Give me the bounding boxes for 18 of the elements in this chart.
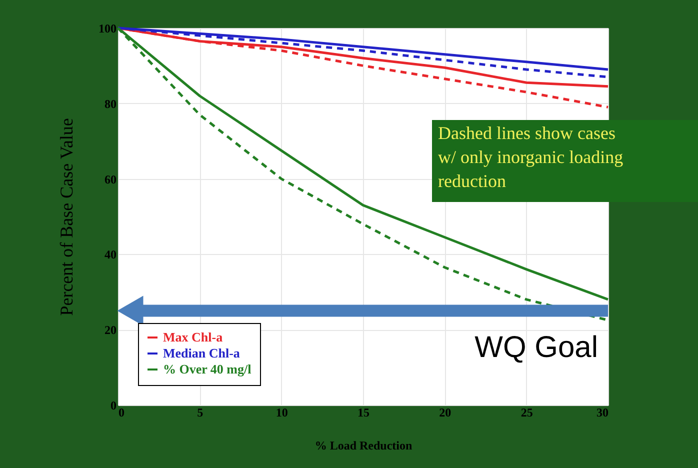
y-tick-label: 60 [104,172,116,186]
x-axis-title: % Load Reduction [314,438,412,452]
x-tick-label: 20 [439,406,452,420]
x-tick-label: 15 [358,406,370,420]
ref-line-label: WQ Goal [474,330,598,364]
y-tick-label: 40 [104,248,116,262]
y-tick-label: 100 [98,22,116,36]
x-tick-label: 10 [276,406,288,420]
legend-label: Median Chl-a [163,346,240,360]
legend-label: % Over 40 mg/l [163,362,252,376]
annotation: Dashed lines show cases w/ only inorganic loading reduction [438,123,624,191]
legend-label: Max Chl-a [163,330,224,344]
y-axis-title: Percent of Base Case Value [56,118,76,316]
y-tick-label: 20 [104,323,116,338]
x-tick-label: 30 [596,406,608,420]
x-tick-label: 25 [520,406,533,420]
y-tick-label: 80 [104,96,116,111]
x-tick-label: 5 [197,406,204,420]
